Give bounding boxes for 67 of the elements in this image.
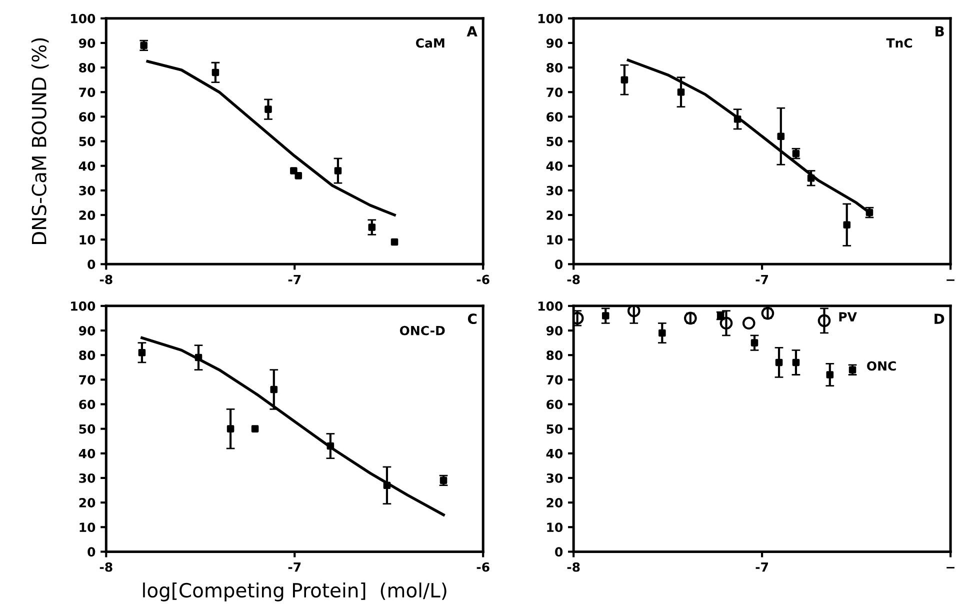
- y-tick-label: 70: [79, 375, 96, 385]
- y-tick-label: 90: [78, 38, 96, 48]
- y-tick-label: 70: [546, 375, 563, 385]
- y-tick-label: 90: [546, 326, 563, 336]
- y-tick-label: 90: [546, 38, 563, 48]
- y-tick-label: 20: [546, 210, 563, 220]
- y-tick-label: 10: [80, 235, 96, 245]
- y-tick-label: 30: [546, 473, 563, 483]
- y-tick-label: 70: [79, 88, 96, 98]
- y-tick-label: 60: [79, 400, 96, 410]
- y-tick-label: 80: [546, 63, 563, 72]
- y-tick-label: 20: [79, 498, 96, 508]
- y-tick-label: 0: [88, 547, 96, 557]
- y-tick-label: 20: [546, 498, 563, 508]
- annotation: ONC-D: [400, 326, 445, 336]
- x-axis-title: log[Competing Protein] (mol/L): [143, 582, 446, 602]
- annotation: C: [468, 314, 477, 324]
- annotation: TnC: [886, 38, 912, 48]
- annotation: D: [934, 314, 944, 324]
- y-tick-label: 30: [79, 186, 96, 196]
- y-tick-label: 60: [79, 112, 96, 122]
- y-tick-label: 20: [79, 210, 96, 220]
- y-tick-label: 50: [79, 424, 96, 434]
- y-axis-title: DNS-CaM BOUND (%): [31, 38, 49, 244]
- x-tick-label: -6: [476, 274, 490, 284]
- y-tick-label: 40: [78, 161, 96, 171]
- annotation: B: [936, 26, 944, 36]
- x-tick-label: -8: [567, 562, 580, 572]
- y-tick-label: 10: [80, 522, 96, 532]
- y-tick-label: 100: [71, 301, 96, 311]
- y-tick-label: 30: [546, 186, 563, 196]
- y-tick-label: 100: [538, 301, 563, 311]
- y-tick-label: 50: [546, 136, 563, 146]
- x-tick-label: -7: [756, 274, 768, 284]
- y-tick-label: 80: [79, 63, 96, 72]
- y-tick-label: 0: [555, 547, 563, 557]
- x-tick-label: −: [946, 279, 954, 281]
- y-tick-label: 50: [546, 424, 563, 434]
- y-tick-label: 10: [547, 522, 563, 532]
- x-tick-label: -8: [100, 274, 112, 284]
- y-tick-label: 40: [546, 448, 563, 458]
- y-tick-label: 30: [79, 473, 96, 483]
- x-tick-label: −: [946, 566, 954, 568]
- y-tick-label: 60: [546, 112, 563, 122]
- y-tick-label: 70: [546, 88, 563, 98]
- y-tick-label: 100: [538, 14, 563, 24]
- series-label: ONC: [867, 361, 896, 371]
- y-tick-label: 60: [546, 400, 563, 410]
- x-tick-label: -8: [100, 562, 112, 572]
- y-tick-label: 0: [555, 260, 563, 270]
- y-tick-label: 90: [78, 326, 96, 336]
- x-tick-label: -6: [476, 562, 490, 572]
- y-tick-label: 10: [547, 235, 563, 245]
- y-tick-label: 40: [546, 161, 563, 171]
- x-tick-label: -7: [756, 562, 768, 572]
- annotation: A: [466, 26, 478, 36]
- x-tick-label: -8: [567, 274, 580, 284]
- y-tick-label: 100: [71, 14, 96, 24]
- y-tick-label: 50: [79, 136, 96, 146]
- x-tick-label: -7: [288, 274, 301, 284]
- y-tick-label: 40: [78, 448, 96, 458]
- annotation: CaM: [416, 38, 444, 48]
- y-tick-label: 80: [546, 350, 563, 360]
- y-tick-label: 80: [79, 350, 96, 360]
- x-tick-label: -7: [288, 562, 301, 572]
- y-tick-label: 0: [88, 260, 96, 270]
- series-label: PV: [839, 312, 857, 322]
